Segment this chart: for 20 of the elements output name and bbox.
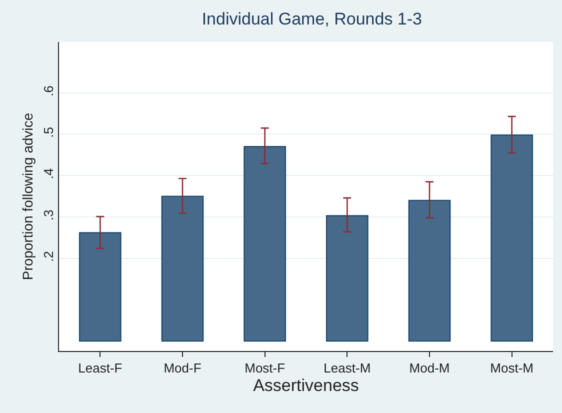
x-axis-title: Assertiveness bbox=[253, 376, 359, 395]
x-tick-label: Most-M bbox=[490, 360, 534, 376]
y-tick-label: .2 bbox=[40, 250, 56, 262]
chart-title: Individual Game, Rounds 1-3 bbox=[202, 10, 422, 29]
bar bbox=[326, 215, 368, 342]
y-axis-title: Proportion following advice bbox=[19, 112, 36, 280]
bar bbox=[161, 196, 204, 342]
x-tick-label: Mod-M bbox=[409, 360, 450, 376]
x-tick-label: Mod-F bbox=[164, 360, 202, 376]
y-tick-label: .4 bbox=[40, 168, 56, 180]
y-tick-label: .6 bbox=[40, 86, 56, 96]
bar bbox=[78, 232, 122, 342]
x-tick-label: Least-M bbox=[324, 360, 371, 376]
bar bbox=[490, 134, 534, 342]
x-tick-label: Least-F bbox=[78, 360, 122, 376]
bar bbox=[244, 146, 286, 342]
x-tick-label: Most-F bbox=[244, 360, 286, 376]
bar bbox=[408, 200, 451, 342]
y-tick-label: .5 bbox=[40, 126, 56, 138]
y-tick-label: .3 bbox=[40, 210, 56, 220]
